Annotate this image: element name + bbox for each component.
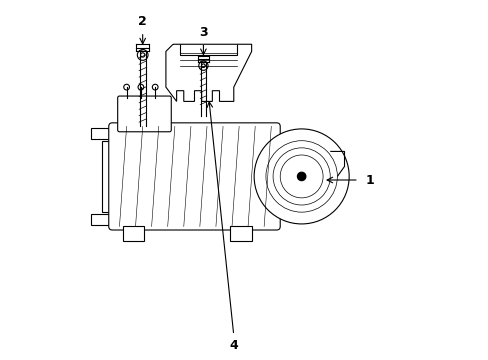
Circle shape bbox=[254, 129, 348, 224]
Circle shape bbox=[297, 172, 305, 181]
Text: 3: 3 bbox=[199, 26, 207, 39]
Circle shape bbox=[198, 61, 207, 70]
Bar bbox=[123, 226, 144, 241]
Circle shape bbox=[152, 84, 158, 90]
Text: 4: 4 bbox=[229, 339, 238, 352]
Circle shape bbox=[140, 53, 144, 57]
FancyBboxPatch shape bbox=[118, 96, 171, 132]
Circle shape bbox=[138, 84, 143, 90]
FancyBboxPatch shape bbox=[108, 123, 280, 230]
Circle shape bbox=[137, 50, 148, 60]
Text: 2: 2 bbox=[138, 15, 147, 28]
Text: 1: 1 bbox=[365, 174, 374, 186]
Circle shape bbox=[201, 64, 205, 67]
Circle shape bbox=[123, 84, 129, 90]
Bar bbox=[230, 226, 251, 241]
